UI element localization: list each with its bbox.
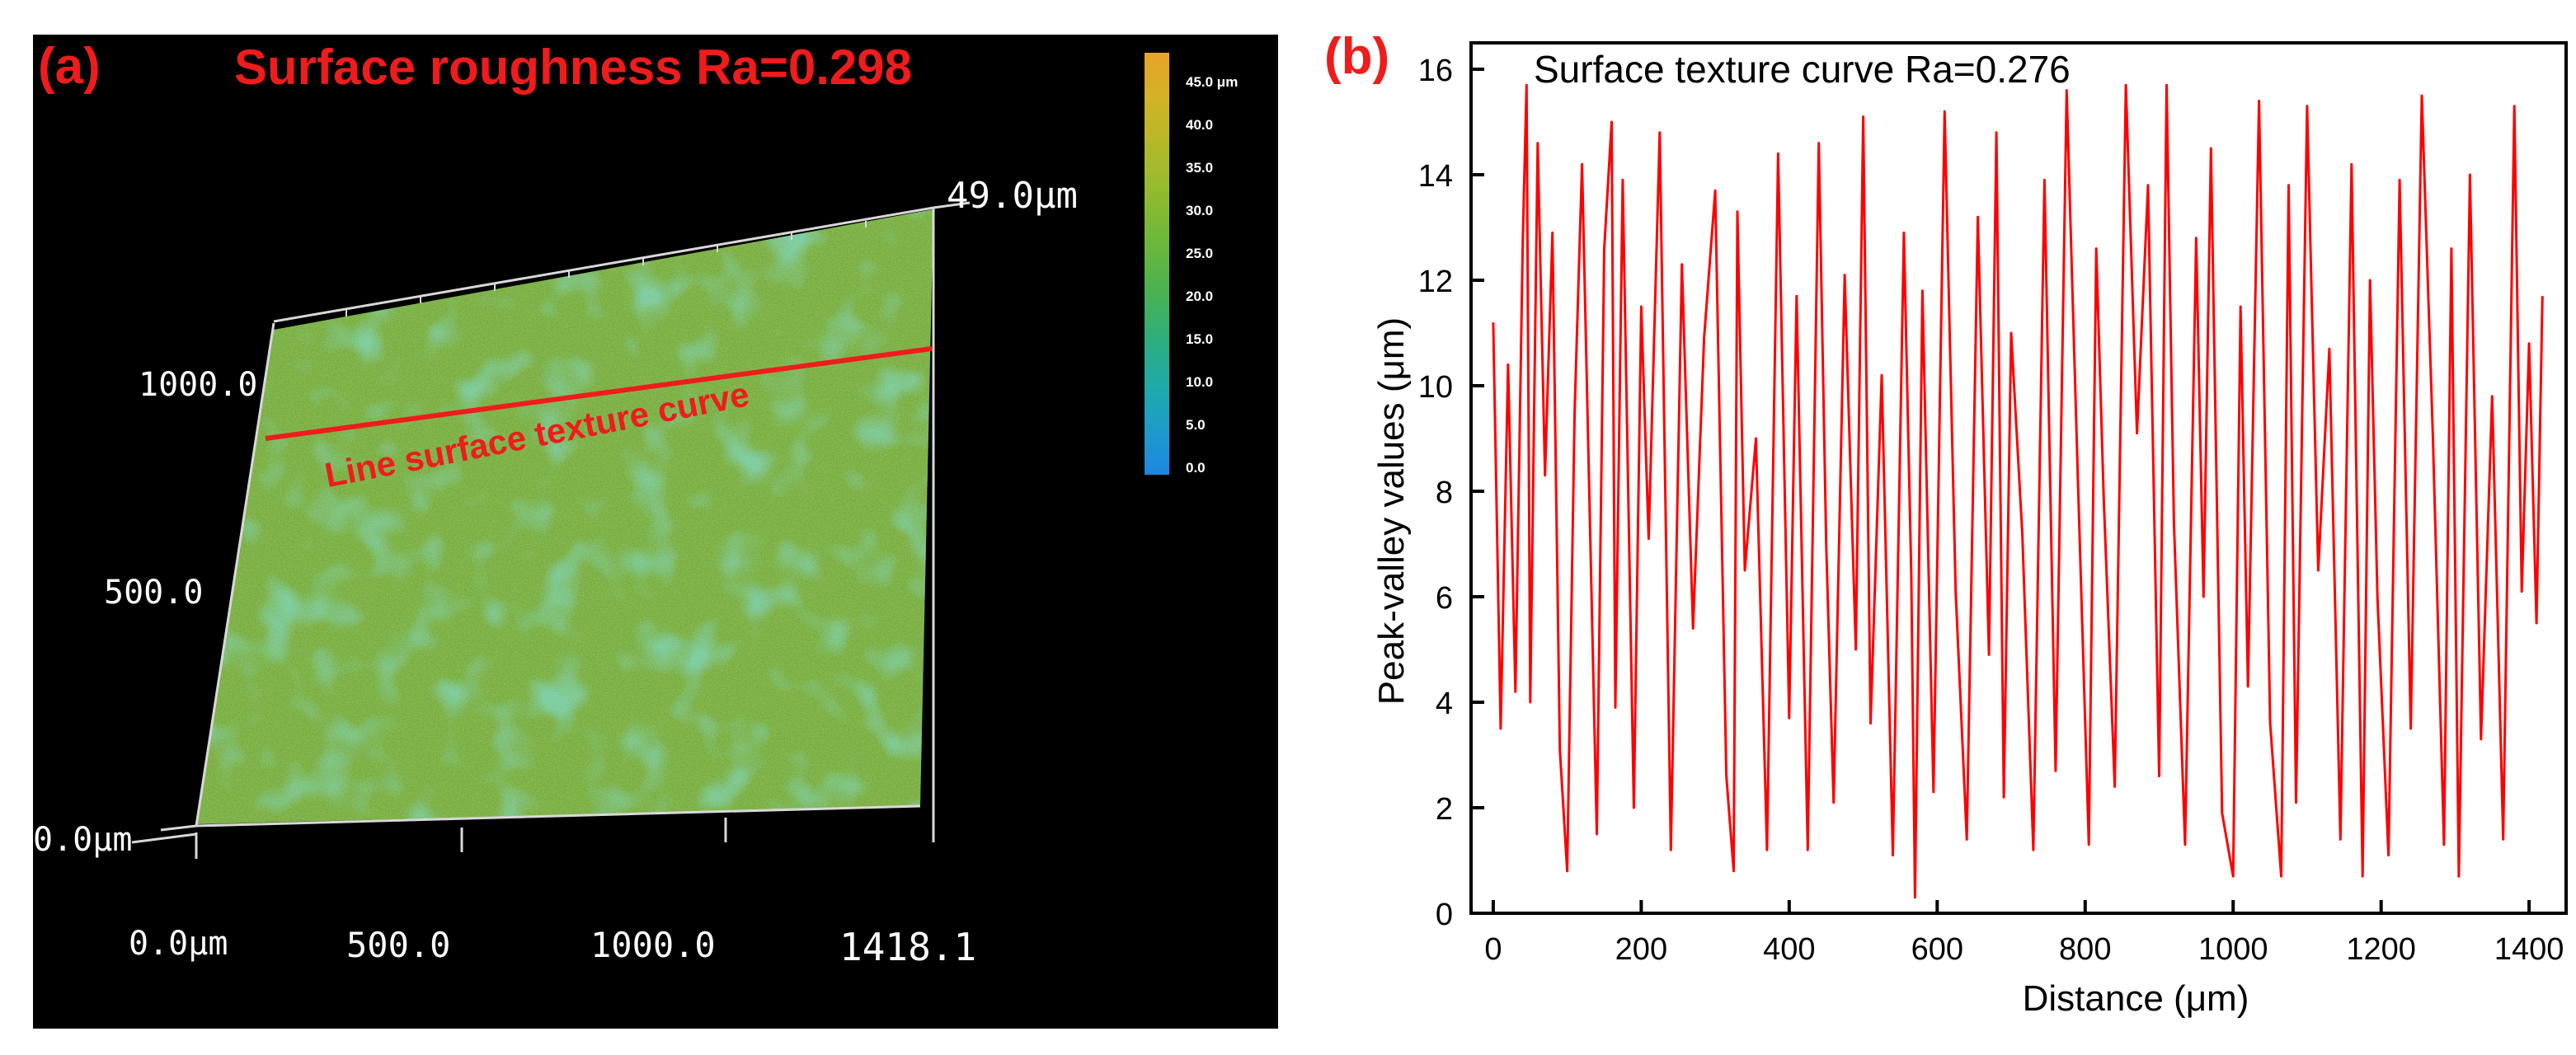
surface-3d-plot <box>131 201 971 859</box>
x-tick-label: 400 <box>1763 932 1815 967</box>
x-axis-label: 1000.0 <box>590 925 716 965</box>
y-tick-label: 12 <box>1418 265 1453 299</box>
x-tick-label: 800 <box>2059 932 2111 967</box>
x-tick-label: 600 <box>1911 932 1963 967</box>
colorbar-tick: 15.0 <box>1186 331 1214 347</box>
y-tick-label: 0 <box>1436 898 1453 932</box>
plot-area <box>1492 83 2544 899</box>
y-axis-label: 0.0μm <box>33 821 133 859</box>
x-axis-label: 1418.1 <box>839 925 977 969</box>
y-tick-label: 6 <box>1436 581 1453 616</box>
colorbar <box>1145 53 1169 475</box>
y-axis-title: Peak-valley values (μm) <box>1371 317 1412 705</box>
colorbar-tick: 25.0 <box>1186 246 1214 261</box>
y-tick-label: 10 <box>1418 370 1453 405</box>
surface-roughness-title: Surface roughness Ra=0.298 <box>234 40 913 95</box>
x-axis-label: 500.0 <box>346 925 451 965</box>
x-axis-label: 0.0μm <box>129 925 228 963</box>
colorbar-tick: 10.0 <box>1186 374 1214 390</box>
chart-title: Surface texture curve Ra=0.276 <box>1534 48 2071 91</box>
plot-frame <box>1469 41 2568 915</box>
colorbar-tick: 20.0 <box>1186 288 1214 304</box>
y-axis: 0 2 4 6 8 10 12 14 16 <box>1418 54 1484 932</box>
x-tick-label: 200 <box>1615 932 1667 967</box>
y-axis-label: 1000.0 <box>139 366 258 404</box>
x-axis-title: Distance (μm) <box>2023 978 2249 1019</box>
y-tick-label: 4 <box>1436 687 1453 721</box>
y-tick-label: 8 <box>1436 476 1453 510</box>
colorbar-tick: 0.0 <box>1186 460 1206 476</box>
surface-frame <box>131 201 971 859</box>
colorbar-tick: 35.0 <box>1186 160 1214 176</box>
z-max-label: 49.0μm <box>947 175 1078 217</box>
surface-3d-panel: (a) Surface roughness Ra=0.298 <box>33 35 1278 1029</box>
panel-a-label: (a) <box>38 38 101 95</box>
panel-b-label: (b) <box>1324 28 1390 85</box>
colorbar-tick: 30.0 <box>1186 203 1214 218</box>
series-line <box>1492 83 2544 899</box>
x-tick-label: 1000 <box>2198 932 2268 967</box>
x-tick-label: 0 <box>1484 932 1502 967</box>
y-tick-label: 16 <box>1418 54 1453 88</box>
x-tick-label: 1400 <box>2494 932 2564 967</box>
y-axis-label: 500.0 <box>104 574 204 612</box>
colorbar-tick: 5.0 <box>1186 417 1206 433</box>
x-axis: 0 200 400 600 800 1000 1200 1400 <box>1484 900 2564 967</box>
y-tick-label: 2 <box>1436 792 1453 827</box>
x-tick-label: 1200 <box>2346 932 2416 967</box>
colorbar-tick: 40.0 <box>1186 117 1214 133</box>
colorbar-tick: 45.0 μm <box>1186 74 1239 90</box>
y-tick-label: 14 <box>1418 159 1453 194</box>
texture-line <box>265 346 933 441</box>
